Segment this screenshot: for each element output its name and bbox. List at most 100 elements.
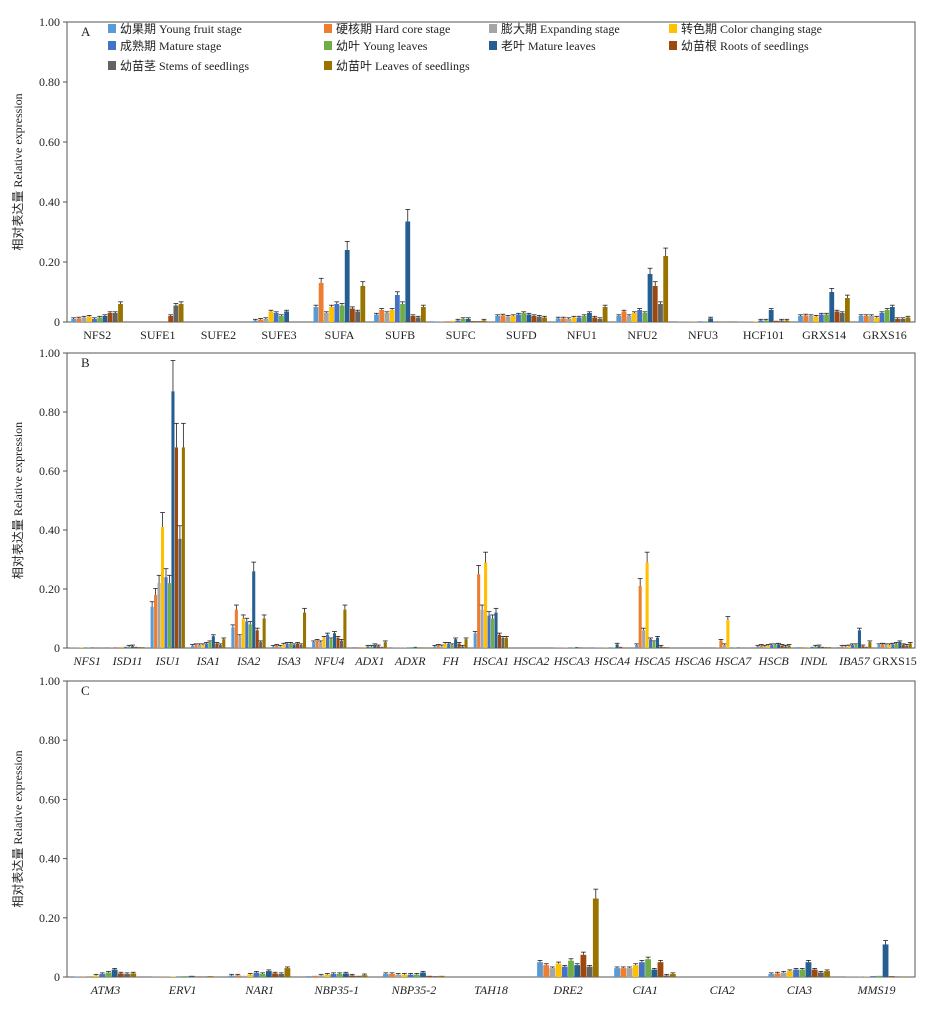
bar [536, 316, 542, 322]
bar [272, 973, 278, 977]
bar [278, 974, 285, 977]
bar [71, 319, 77, 322]
category-label: ISA2 [236, 654, 260, 668]
bar [349, 975, 356, 977]
category-label: NBP35-1 [313, 983, 359, 997]
bar [305, 976, 312, 977]
bar [263, 319, 269, 322]
bar [887, 645, 891, 648]
bar [124, 974, 130, 977]
bar [157, 583, 161, 648]
category-group [149, 360, 186, 648]
bar [861, 646, 865, 648]
bar [905, 317, 911, 322]
category-label: ISA1 [196, 654, 220, 668]
category-label: SUFC [446, 328, 476, 342]
bar [580, 954, 587, 977]
category-group [74, 968, 137, 977]
bar [895, 319, 900, 322]
bar [608, 647, 612, 648]
bar [268, 311, 274, 322]
category-label: HSCA4 [593, 654, 630, 668]
legend-item: 幼果期 Young fruit stage [108, 22, 242, 36]
bar [253, 972, 260, 977]
y-tick-label: 0 [54, 970, 60, 984]
bar [389, 974, 395, 977]
bar [450, 320, 456, 322]
bar [759, 645, 763, 648]
bar [908, 643, 912, 648]
bar [592, 898, 599, 977]
bar [432, 976, 439, 977]
y-tick-label: 0.20 [39, 911, 60, 925]
bar [127, 646, 131, 648]
category-label: ERV1 [168, 983, 197, 997]
bar [666, 647, 670, 648]
bar [814, 646, 818, 648]
bar [188, 975, 195, 977]
category-label: SUFD [506, 328, 537, 342]
category-label: GRXS14 [802, 328, 846, 342]
bar [621, 311, 627, 322]
bar [207, 976, 214, 977]
bar [487, 615, 491, 648]
category-group [537, 888, 599, 977]
y-axis-label: 相对表达量 Relative expression [11, 93, 25, 250]
bar [417, 647, 421, 648]
bar [796, 647, 800, 648]
bar [112, 313, 118, 322]
y-tick-label: 0 [54, 315, 60, 329]
bar [80, 976, 87, 977]
bar [651, 969, 658, 977]
bar [176, 976, 183, 977]
bar [645, 959, 651, 977]
category-label: HSCA5 [634, 654, 671, 668]
bar [102, 316, 108, 322]
bar [652, 286, 658, 322]
bar [898, 642, 902, 648]
bar [505, 316, 511, 322]
bar [284, 311, 290, 322]
bar [410, 647, 414, 648]
bar [369, 646, 373, 648]
bar [215, 643, 219, 648]
bar [171, 391, 175, 648]
legend-label: 幼叶 Young leaves [336, 39, 428, 53]
bar [134, 646, 138, 648]
bar [626, 968, 633, 977]
bar [332, 633, 337, 648]
bar [542, 317, 547, 322]
bar [86, 976, 93, 977]
bar [495, 316, 501, 322]
bar [777, 644, 781, 648]
bar [798, 316, 803, 322]
category-label: NFU2 [627, 328, 657, 342]
bar [231, 627, 235, 648]
bar [655, 637, 660, 648]
category-label: HSCA3 [553, 654, 590, 668]
category-label: DRE2 [552, 983, 582, 997]
bar [252, 320, 258, 322]
category-label: SUFE3 [261, 328, 296, 342]
category-label: ADX1 [354, 654, 384, 668]
panel-b: 0 0.20 0.40 0.60 0.80 1.00 相对表达量 Relative expr… [11, 346, 917, 668]
category-group [71, 301, 123, 322]
bar [289, 643, 293, 648]
bar [497, 634, 502, 648]
legend-label: 幼苗茎 Stems of seedlings [120, 59, 249, 73]
legend-swatch [669, 41, 677, 50]
bar [339, 305, 345, 322]
category-group [554, 647, 589, 648]
bar [201, 645, 205, 648]
bar [460, 319, 466, 322]
bar [173, 305, 179, 322]
bar [80, 647, 84, 648]
bar [758, 320, 764, 322]
legend-label: 老叶 Mature leaves [501, 39, 596, 53]
bar [349, 308, 355, 322]
category-group [634, 551, 670, 648]
bar [521, 313, 527, 322]
bar [874, 317, 880, 322]
bar [844, 646, 848, 648]
bar [719, 640, 723, 648]
